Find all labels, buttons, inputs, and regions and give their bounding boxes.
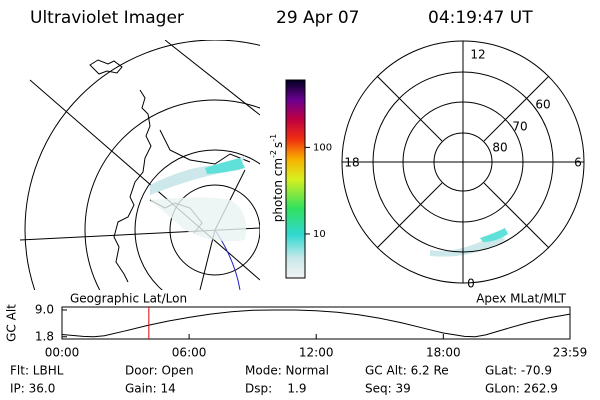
- footer-field: Seq: 39: [365, 382, 411, 396]
- x-tick-label: 23:59: [553, 346, 588, 360]
- footer-field: Flt: LBHL: [10, 364, 64, 378]
- y-tick-label: 1.8: [35, 329, 54, 343]
- footer-field: GC Alt: 6.2 Re: [365, 364, 449, 378]
- lat-label: 70: [512, 120, 527, 134]
- x-tick-label: 12:00: [299, 346, 334, 360]
- date: 29 Apr 07: [276, 8, 359, 28]
- right-caption: Apex MLat/MLT: [476, 292, 566, 306]
- time: 04:19:47 UT: [428, 8, 533, 28]
- footer-field: Gain: 14: [125, 382, 176, 396]
- exp: -2: [269, 150, 278, 158]
- footer-field: Dsp: 1.9: [245, 382, 307, 396]
- footer-field: GLon: 262.9: [485, 382, 558, 396]
- colorbar-tick-label: 10: [313, 229, 326, 240]
- footer-field: GLat: -70.9: [485, 364, 552, 378]
- mlt-label: 0: [467, 277, 475, 291]
- y-tick-label: 9.0: [35, 302, 54, 316]
- colorbar-tick-label: 100: [313, 142, 332, 153]
- geo-map: [20, 40, 260, 290]
- colorbar: [285, 79, 306, 279]
- unit: photon cm: [271, 158, 285, 222]
- x-tick-label: 00:00: [45, 346, 80, 360]
- footer-field: Door: Open: [125, 364, 194, 378]
- x-tick-label: 18:00: [426, 346, 461, 360]
- exp: -1: [269, 134, 278, 142]
- unit: s: [271, 142, 285, 148]
- colorbar-label: photon cm-2 s-1: [269, 134, 285, 223]
- lat-label: 80: [492, 141, 507, 155]
- footer-field: Mode: Normal: [245, 364, 329, 378]
- polar-grid: [341, 40, 585, 284]
- mlt-label: 18: [344, 156, 359, 170]
- left-caption: Geographic Lat/Lon: [70, 292, 187, 306]
- x-tick-label: 06:00: [172, 346, 207, 360]
- mlt-label: 6: [574, 156, 582, 170]
- alt-ylabel: GC Alt: [5, 304, 19, 342]
- title: Ultraviolet Imager: [30, 8, 184, 28]
- footer-field: IP: 36.0: [10, 382, 55, 396]
- lat-label: 60: [535, 98, 550, 112]
- mlt-label: 12: [470, 48, 485, 62]
- alt-line: [61, 309, 571, 338]
